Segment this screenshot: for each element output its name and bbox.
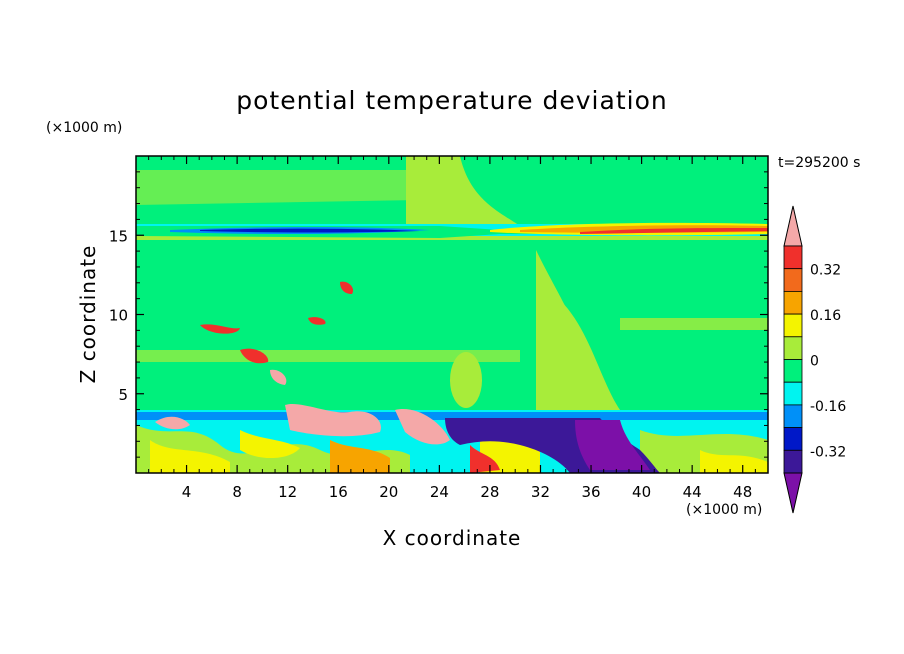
band-negative-core [200, 228, 420, 233]
y-tick-label: 10 [109, 307, 128, 325]
colorbar-segment [783, 381, 803, 406]
field-blob [450, 352, 482, 408]
warm-patch-2 [285, 403, 381, 437]
x-tick-label: 48 [733, 483, 752, 501]
colorbar-segment [783, 449, 803, 474]
colorbar-segment [783, 427, 803, 451]
colorbar-label: 0.16 [810, 308, 841, 324]
x-axis: 4 8 12 16 20 24 28 32 36 40 44 48 [148, 156, 756, 501]
field-stripe-2 [136, 350, 520, 362]
y-tick-label: 15 [109, 227, 128, 245]
y-tick-label: 5 [118, 386, 128, 404]
x-axis-unit: (×1000 m) [686, 502, 763, 518]
warm-patch-5 [200, 324, 240, 334]
lower-red [470, 445, 500, 473]
x-tick-label: 44 [683, 483, 702, 501]
lower-inversion [136, 412, 768, 420]
lower-yellow-1 [150, 440, 230, 473]
x-tick-label: 8 [232, 483, 242, 501]
band-positive-core [580, 228, 768, 234]
x-tick-label: 4 [182, 483, 192, 501]
lower-yellow-2 [240, 430, 300, 459]
x-tick-label: 16 [329, 483, 348, 501]
lower-orange-1 [330, 440, 390, 473]
colorbar-segment [783, 336, 803, 360]
x-tick-label: 36 [581, 483, 600, 501]
colorbar-segment [783, 268, 803, 292]
colorbar-segment [783, 290, 803, 315]
x-tick-label: 24 [430, 483, 449, 501]
warm-patch-7 [340, 281, 354, 294]
y-axis-label: Z coordinate [76, 244, 100, 384]
colorbar-label: -0.16 [810, 399, 846, 415]
warm-patch-4 [240, 348, 269, 364]
colorbar-extend-min [783, 472, 803, 514]
colorbar: 0.32 0.16 0 -0.16 -0.32 [783, 205, 846, 514]
x-tick-label: 20 [379, 483, 398, 501]
heatmap-field [136, 156, 768, 473]
x-tick-label: 28 [480, 483, 499, 501]
field-plume [536, 250, 600, 410]
warm-patch-6 [308, 317, 326, 325]
x-tick-label: 32 [531, 483, 550, 501]
warm-patch-3 [395, 409, 450, 445]
y-axis: 5 10 15 [109, 171, 768, 458]
colorbar-segment [783, 359, 803, 383]
warm-patch-1 [155, 416, 190, 430]
x-tick-label: 12 [278, 483, 297, 501]
time-label: t=295200 s [778, 155, 861, 171]
colorbar-segment [783, 313, 803, 338]
colorbar-segment [783, 404, 803, 428]
lower-yellow-3 [700, 450, 768, 473]
field-upper-right [460, 156, 768, 226]
y-axis-unit: (×1000 m) [46, 120, 123, 136]
warm-patch-8 [270, 369, 287, 385]
colorbar-label: 0.32 [810, 263, 841, 279]
colorbar-label: 0 [810, 354, 819, 370]
field-upper-patch [136, 170, 420, 205]
colorbar-label: -0.32 [810, 444, 846, 460]
chart-title: potential temperature deviation [236, 86, 668, 115]
x-axis-label: X coordinate [382, 526, 522, 550]
colorbar-segment [783, 245, 803, 270]
colorbar-extend-max [783, 205, 803, 247]
x-tick-label: 40 [632, 483, 651, 501]
cold-core [575, 420, 650, 470]
field-stripe-1 [620, 318, 768, 330]
